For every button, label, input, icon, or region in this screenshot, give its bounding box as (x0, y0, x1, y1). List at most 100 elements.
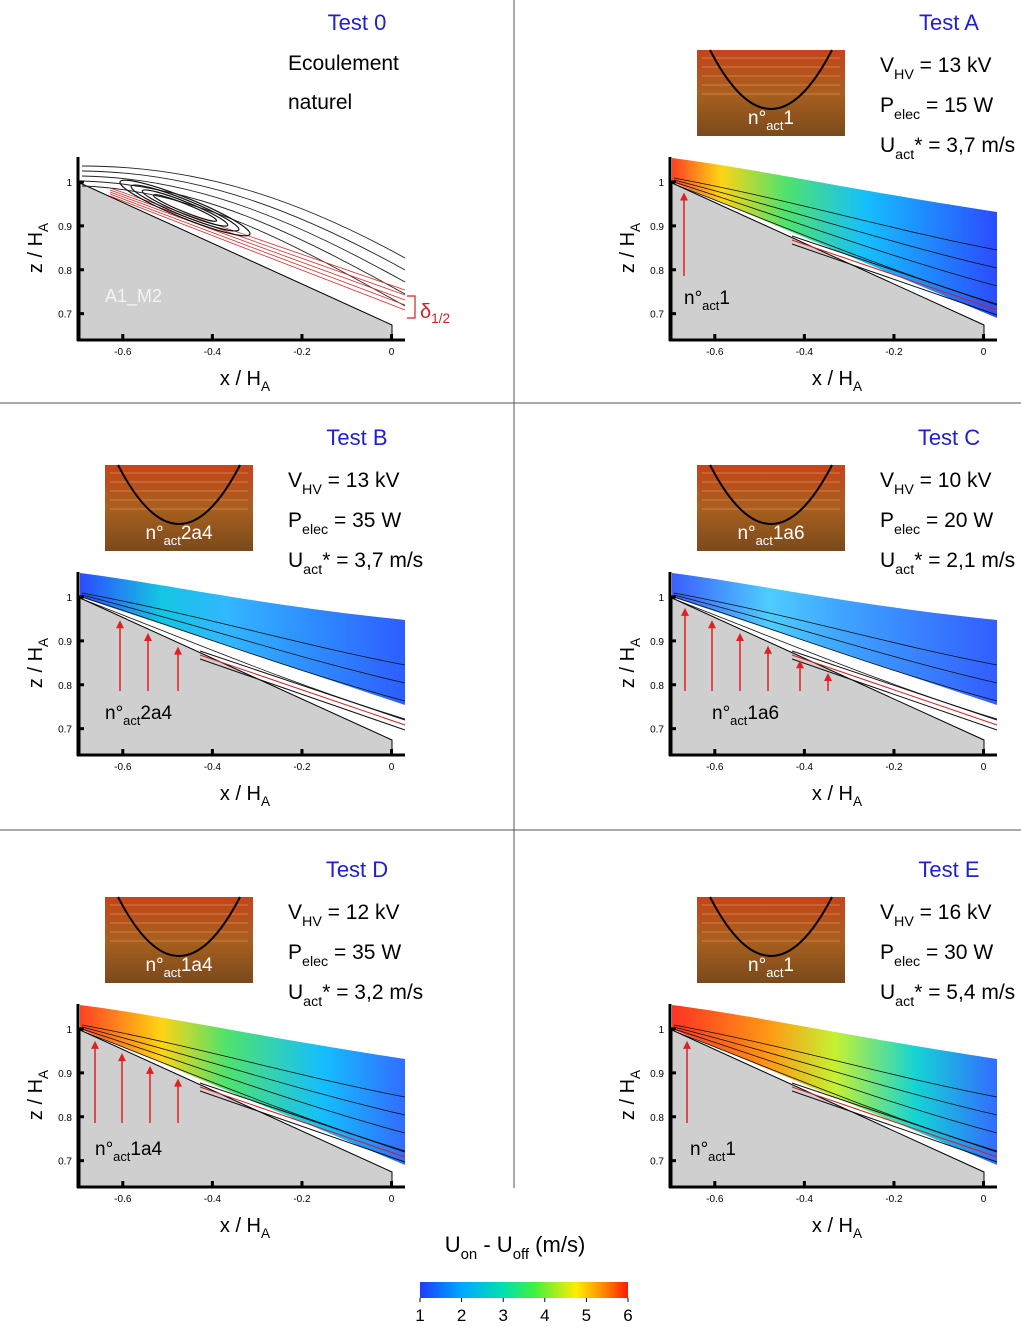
text-part: act (895, 147, 914, 163)
recirculation (130, 184, 240, 232)
streamline (199, 1086, 406, 1158)
text-part: off (513, 1246, 530, 1263)
text-part: act (895, 994, 914, 1010)
parameter: VHV = 13 kV (880, 54, 991, 83)
x-tick-label: 0 (981, 762, 987, 773)
photo-label: n°act1 (748, 955, 794, 980)
text-part: act (702, 298, 720, 313)
text-part: act (164, 965, 182, 980)
y-tick-label: 0.8 (58, 1113, 72, 1124)
streamline (791, 1082, 998, 1153)
text-part: A (853, 794, 863, 809)
x-tick-label: 0 (981, 347, 987, 358)
photo (697, 897, 845, 983)
note: Ecoulement (288, 52, 399, 75)
text-part: x / H (220, 1215, 261, 1237)
actuator-arrowhead (144, 632, 152, 641)
text-part: A (628, 1069, 643, 1079)
text-part: * = 3,7 m/s (322, 549, 423, 572)
text-part: P (880, 509, 894, 532)
text-part: on (461, 1246, 478, 1263)
y-tick-label: 0.7 (58, 310, 72, 321)
y-tick-label: 0.8 (650, 1113, 664, 1124)
x-tick-label: -0.2 (293, 347, 311, 358)
y-tick-label: 0.9 (650, 637, 664, 648)
actuator-arrowhead (683, 1040, 691, 1049)
text-part: 1a6 (747, 703, 779, 724)
streamline (81, 175, 406, 283)
actuator-label: n°act1 (684, 288, 730, 313)
y-tick-label: 0.8 (650, 266, 664, 277)
text-part: V (880, 54, 894, 77)
y-tick-label: 0.8 (650, 681, 664, 692)
text-part: = 35 W (328, 941, 401, 964)
panel-title: Test C (918, 425, 980, 450)
streamline (81, 1026, 406, 1116)
text-part: act (303, 562, 322, 578)
x-axis-label: x / HA (220, 1215, 271, 1241)
y-tick-label: 0.9 (58, 637, 72, 648)
text-part: A (36, 222, 51, 232)
actuator-arrowhead (91, 1040, 99, 1049)
x-tick-label: -0.4 (204, 347, 222, 358)
text-part: elec (894, 107, 920, 123)
x-tick-label: -0.2 (885, 347, 903, 358)
streamline (791, 243, 998, 316)
streamline (673, 1024, 998, 1098)
text-part: HV (894, 482, 914, 498)
note: naturel (288, 91, 352, 114)
actuator-arrowhead (146, 1065, 154, 1074)
streamline (673, 1026, 998, 1116)
text-part: P (880, 941, 894, 964)
y-axis-label: z / HA (617, 1069, 643, 1120)
y-axis-label: z / HA (25, 222, 51, 273)
y-axis-label: z / HA (25, 637, 51, 688)
x-axis-label: x / HA (812, 1215, 863, 1241)
y-tick-label: 0.7 (58, 1157, 72, 1168)
photo-curve (709, 896, 833, 957)
x-axis-label: x / HA (220, 783, 271, 809)
photo-curve (709, 464, 833, 525)
actuator-arrowhead (116, 620, 124, 629)
text-part: = 13 kV (322, 469, 400, 492)
text-part: = 20 W (920, 509, 993, 532)
x-axis-label: x / HA (220, 368, 271, 394)
parameter: VHV = 16 kV (880, 901, 991, 930)
text-part: HV (894, 67, 914, 83)
x-tick-label: -0.4 (204, 1194, 222, 1205)
case-label: A1_M2 (105, 286, 162, 307)
recirculation (141, 189, 229, 227)
text-part: = 30 W (920, 941, 993, 964)
text-part: A (36, 1069, 51, 1079)
text-part: U (880, 134, 895, 157)
text-part: 1a6 (773, 523, 805, 544)
parameter: VHV = 12 kV (288, 901, 399, 930)
text-part: act (123, 713, 141, 728)
streamline (791, 239, 998, 311)
actuator-label: n°act1 (690, 1139, 736, 1164)
text-part: act (708, 1149, 726, 1164)
text-part: n° (690, 1139, 708, 1160)
parameter: Pelec = 35 W (288, 941, 401, 970)
colorbar-tick-label: 4 (540, 1306, 549, 1325)
streamline (81, 170, 406, 271)
x-tick-label: -0.2 (885, 1194, 903, 1205)
y-tick-label: 0.9 (650, 222, 664, 233)
streamline (791, 235, 998, 306)
recirculation (119, 179, 251, 237)
actuator-arrowhead (118, 1053, 126, 1062)
text-part: z / H (617, 232, 639, 273)
panel-title: Test E (918, 857, 979, 882)
y-tick-label: 1 (66, 593, 72, 604)
streamline (199, 1082, 406, 1153)
text-part: n° (105, 703, 123, 724)
bracket (407, 295, 416, 319)
x-tick-label: -0.6 (114, 762, 132, 773)
text-part: elec (894, 522, 920, 538)
colorbar-tick-label: 6 (623, 1306, 632, 1325)
photo-label: n°act1 (748, 108, 794, 133)
y-tick-label: 0.7 (58, 725, 72, 736)
photo-label: n°act2a4 (145, 523, 213, 548)
text-part: * = 2,1 m/s (914, 549, 1015, 572)
